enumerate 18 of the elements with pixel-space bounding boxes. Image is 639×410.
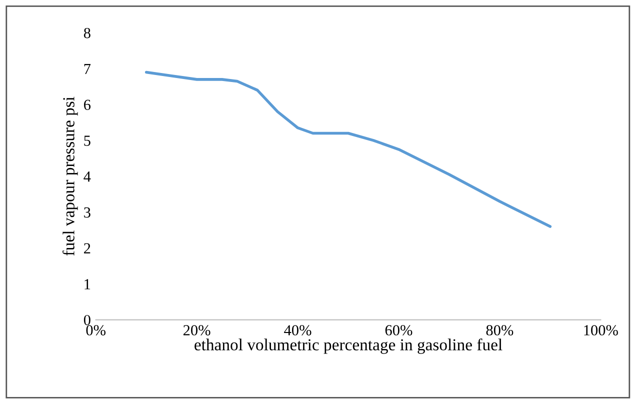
y-tick-label: 7 xyxy=(84,64,91,74)
y-tick-label: 6 xyxy=(84,100,91,110)
y-tick-label: 5 xyxy=(84,136,90,146)
x-tick-label: 80% xyxy=(486,325,514,336)
y-tick-label: 1 xyxy=(84,279,90,290)
y-tick-label: 8 xyxy=(84,28,90,38)
x-tick-label: 0% xyxy=(86,325,106,336)
y-tick-label: 3 xyxy=(84,207,90,218)
y-tick-label: 4 xyxy=(84,172,91,182)
x-tick-label: 100% xyxy=(584,325,618,336)
x-tick-label: 60% xyxy=(385,325,412,336)
line-series xyxy=(144,70,552,228)
y-tick-label: 0 xyxy=(84,314,90,326)
x-tick-label: 40% xyxy=(284,325,312,336)
x-tick-label: 20% xyxy=(183,325,210,336)
y-axis-title: fuel vapour pressure psi xyxy=(62,96,78,256)
x-axis-title: ethanol volumetric percentage in gasoline fuel xyxy=(194,338,502,354)
y-tick-label: 2 xyxy=(84,243,90,254)
